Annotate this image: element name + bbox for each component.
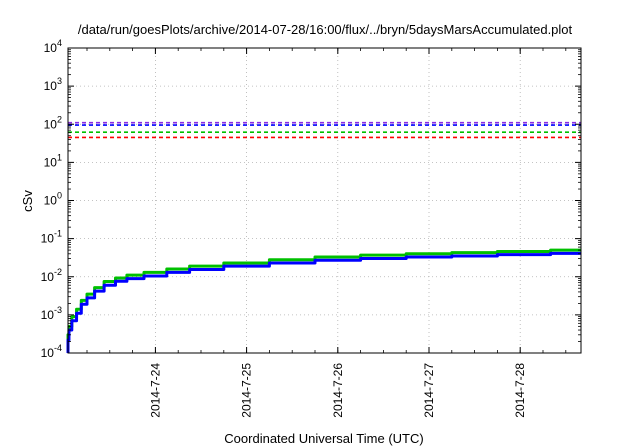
grid: [68, 48, 581, 353]
x-axis-ticks: 2014-7-24 2014-7-25 2014-7-26 2014-7-27 2014…: [86, 48, 567, 418]
y-tick-label: 104: [44, 38, 62, 55]
series-lines: [66, 248, 581, 353]
chart-title: /data/run/goesPlots/archive/2014-07-28/1…: [78, 22, 573, 37]
y-axis-ticks: 10-4 10-3 10-2 10-1 100 101 102 103 104: [41, 38, 581, 360]
y-axis-label: cSv: [20, 190, 35, 212]
y-tick-label: 10-2: [41, 267, 62, 284]
y-tick-label: 101: [44, 152, 62, 169]
y-tick-label: 10-4: [41, 343, 62, 360]
y-tick-label: 100: [44, 191, 62, 208]
series-line: [66, 251, 581, 353]
x-tick-label: 2014-7-25: [240, 363, 254, 418]
x-tick-label: 2014-7-24: [148, 363, 162, 418]
x-axis-label: Coordinated Universal Time (UTC): [224, 431, 423, 446]
reference-lines: [68, 121, 581, 139]
y-tick-label: 103: [44, 76, 62, 93]
x-tick-label: 2014-7-27: [422, 363, 436, 418]
x-tick-label: 2014-7-28: [513, 363, 527, 418]
y-tick-label: 10-3: [41, 305, 62, 322]
series-line: [66, 248, 581, 353]
x-tick-label: 2014-7-26: [331, 363, 345, 418]
y-tick-label: 10-1: [41, 229, 62, 246]
y-tick-label: 102: [44, 114, 62, 131]
